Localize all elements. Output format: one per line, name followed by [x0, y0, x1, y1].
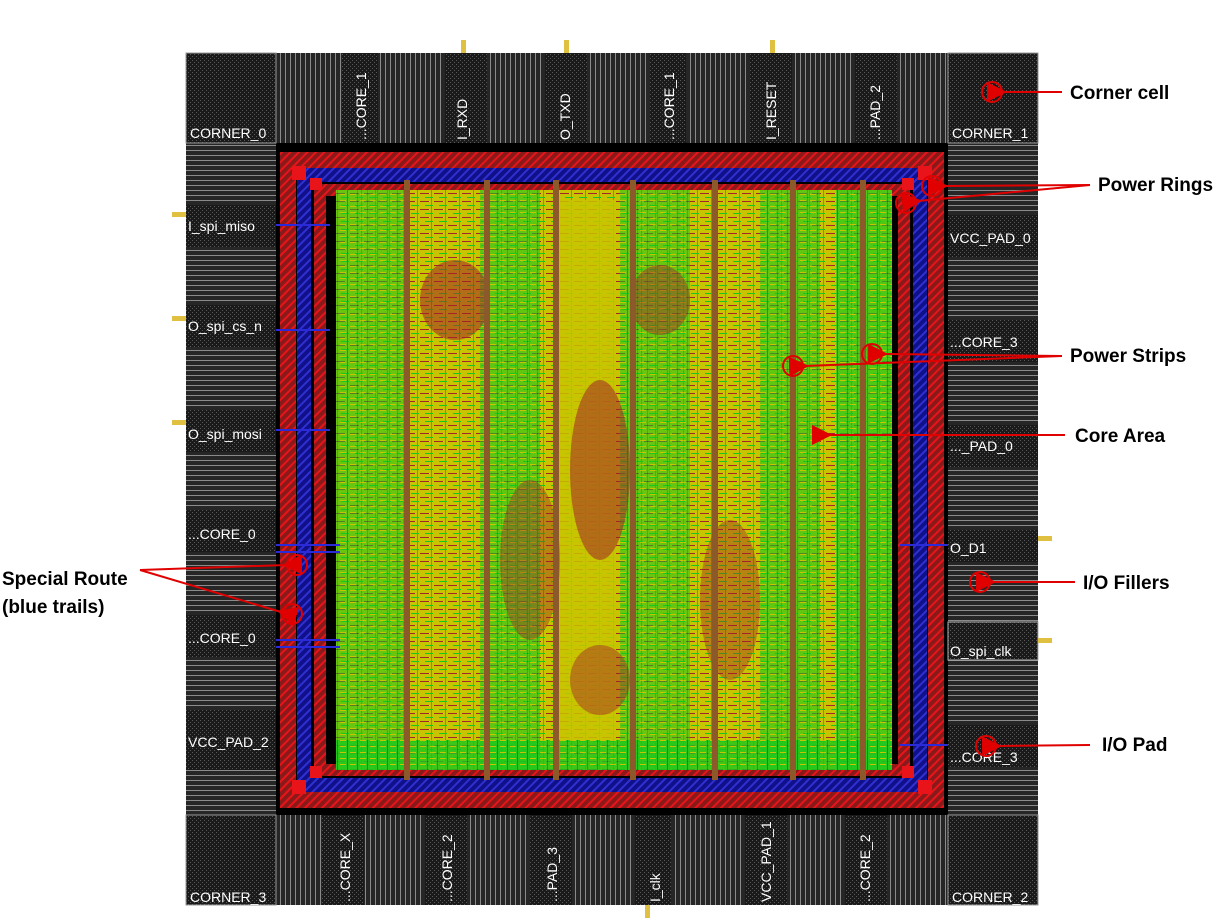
bottom-pad-label: ...CORE_2	[857, 834, 873, 902]
annotation-markers	[139, 81, 1091, 757]
corner-cells: CORNER_0 CORNER_1 CORNER_3 CORNER_2	[185, 52, 1039, 906]
right-pad-label: ..._PAD_0	[950, 438, 1013, 454]
left-pad-label: ...CORE_0	[188, 630, 256, 646]
label-power-strips: Power Strips	[1070, 346, 1186, 367]
corner-cell-top-right	[947, 52, 1039, 144]
left-pad-label: O_spi_cs_n	[188, 318, 262, 334]
corner-cell-bottom-left	[185, 814, 277, 906]
label-io-pad: I/O Pad	[1102, 735, 1167, 756]
bottom-pad-label: ...CORE_2	[439, 834, 455, 902]
bottom-pad-label: I_clk	[647, 872, 663, 902]
top-io-pads: ...CORE_1 I_RXD O_TXD ...CORE_1 I_RESET …	[342, 53, 897, 143]
right-pad-label: O_D1	[950, 540, 987, 556]
top-pad-label: ...CORE_1	[353, 72, 369, 140]
corner-cell-bottom-right	[947, 814, 1039, 906]
right-pad-label: O_spi_clk	[950, 643, 1012, 659]
power-strips	[404, 180, 866, 780]
pin-markers	[172, 40, 1052, 918]
left-pad-label: O_spi_mosi	[188, 426, 262, 442]
bottom-pad-label: VCC_PAD_1	[758, 821, 774, 902]
core-area	[336, 190, 892, 770]
special-route	[276, 224, 948, 746]
corner-label-top-right: CORNER_1	[952, 125, 1028, 141]
right-pad-label: ...CORE_3	[950, 334, 1018, 350]
left-pad-label: ...CORE_0	[188, 526, 256, 542]
annotation-labels: Corner cell Power Rings Power Strips Cor…	[2, 83, 1213, 756]
top-pad-label: ...PAD_2	[867, 85, 883, 140]
label-core-area: Core Area	[1075, 426, 1166, 447]
corner-label-bottom-right: CORNER_2	[952, 889, 1028, 905]
bottom-io-pads: ...CORE_X ...CORE_2 ...PAD_3 I_clk VCC_P…	[322, 815, 887, 905]
top-pad-label: ...CORE_1	[661, 72, 677, 140]
left-io-pads: I_spi_miso O_spi_cs_n O_spi_mosi ...CORE…	[186, 205, 276, 770]
corner-cell-top-left	[185, 52, 277, 144]
label-io-fillers: I/O Fillers	[1083, 573, 1170, 594]
corner-label-bottom-left: CORNER_3	[190, 889, 266, 905]
label-special-route-sub: (blue trails)	[2, 597, 104, 618]
label-corner-cell: Corner cell	[1070, 83, 1169, 104]
left-pad-label: VCC_PAD_2	[188, 734, 269, 750]
top-pad-label: I_RXD	[454, 99, 470, 140]
top-pad-label: O_TXD	[557, 93, 573, 140]
label-power-rings: Power Rings	[1098, 175, 1213, 196]
left-pad-label: I_spi_miso	[188, 218, 255, 234]
label-special-route: Special Route	[2, 569, 128, 590]
bottom-pad-label: ...PAD_3	[544, 847, 560, 902]
top-pad-label: I_RESET	[763, 81, 779, 140]
bottom-pad-label: ...CORE_X	[337, 832, 353, 902]
right-pad-label: VCC_PAD_0	[950, 230, 1031, 246]
right-pad-label: ...CORE_3	[950, 749, 1018, 765]
corner-label-top-left: CORNER_0	[190, 125, 266, 141]
